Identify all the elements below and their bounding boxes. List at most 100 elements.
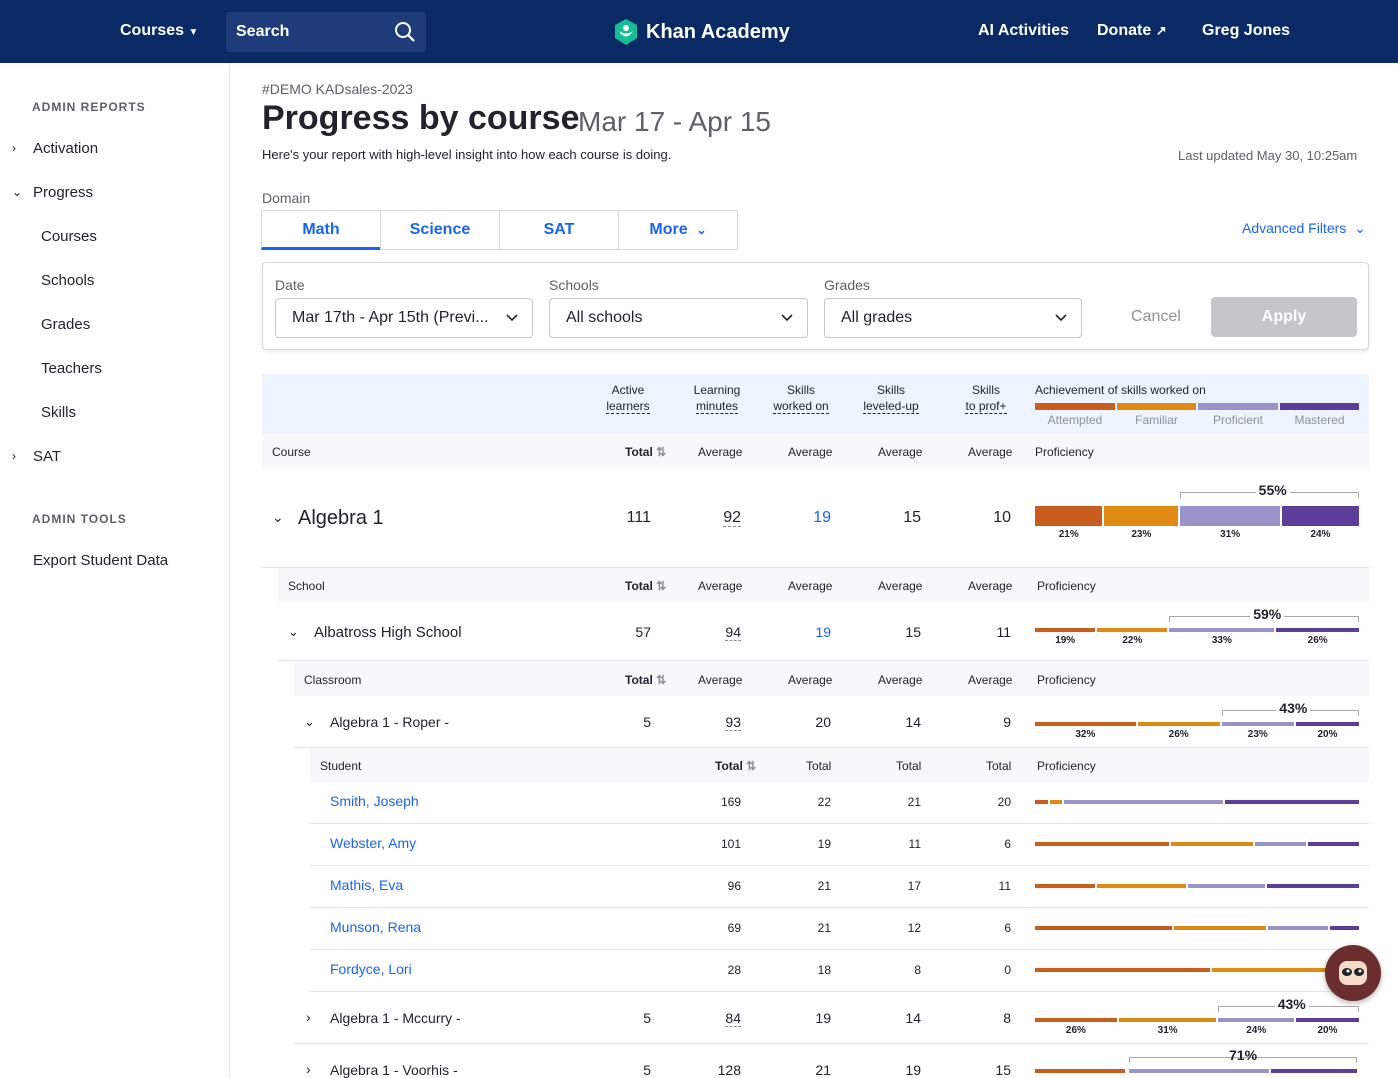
worked[interactable]: 19 <box>815 624 831 640</box>
student-total: 28 <box>727 963 741 977</box>
donate-label: Donate <box>1097 22 1152 39</box>
chevron-right-icon[interactable]: › <box>12 449 16 463</box>
divider <box>310 949 1369 950</box>
sort-total[interactable]: Total ⇅ <box>625 673 666 687</box>
col-prof-line2: to prof+ <box>965 399 1007 414</box>
search-input[interactable]: Search <box>226 12 426 52</box>
bar-familiar <box>1049 800 1063 804</box>
sidebar-item-courses[interactable]: Courses <box>41 228 97 245</box>
tab-sat[interactable]: SAT <box>499 210 619 250</box>
bar-attempted <box>1035 926 1172 930</box>
grades-select[interactable]: All grades <box>824 298 1082 338</box>
sidebar-item-grades[interactable]: Grades <box>41 316 91 333</box>
chevron-down-icon[interactable]: ⌄ <box>272 509 284 525</box>
user-menu[interactable]: Greg Jones <box>1202 22 1291 39</box>
avg-col: Average <box>698 579 743 593</box>
bar-attempted <box>1035 1069 1125 1073</box>
chevron-right-icon[interactable]: › <box>12 141 16 155</box>
col-active-line2: learners <box>606 399 650 414</box>
chevron-down-icon[interactable]: ⌄ <box>12 185 23 199</box>
bar-proficient <box>1180 506 1280 526</box>
ai-activities-link[interactable]: AI Activities <box>978 22 1069 39</box>
student-leveled: 17 <box>907 879 921 893</box>
percent-label-proficient: 31% <box>1220 529 1241 540</box>
student-worked: 22 <box>817 795 831 809</box>
student-name-link[interactable]: Munson, Rena <box>330 919 422 935</box>
sort-total[interactable]: Total ⇅ <box>625 445 666 459</box>
total-label: Total <box>625 445 653 459</box>
sidebar-item-teachers[interactable]: Teachers <box>41 360 102 377</box>
sidebar-item-schools[interactable]: Schools <box>41 272 95 289</box>
avg-col: Average <box>698 673 743 687</box>
student-col: Student <box>320 759 362 773</box>
apply-button[interactable]: Apply <box>1211 297 1357 337</box>
bar-mastered <box>1308 842 1359 846</box>
sort-total[interactable]: Total ⇅ <box>715 759 756 773</box>
chevron-down-icon[interactable]: ⌄ <box>288 624 299 639</box>
chat-assistant-button[interactable] <box>1325 945 1381 1001</box>
bar-familiar <box>1118 1018 1217 1022</box>
student-name-link[interactable]: Smith, Joseph <box>330 793 419 809</box>
legend-attempted: Attempted <box>1047 413 1103 427</box>
mastery-bracket <box>1129 1057 1357 1063</box>
tab-more[interactable]: More ⌄ <box>618 210 738 250</box>
mastery-percent: 55% <box>1255 482 1290 498</box>
main-content: #DEMO KADsales-2023 Progress by course M… <box>231 63 1398 1078</box>
learners: 57 <box>635 624 651 640</box>
sidebar-item-skills[interactable]: Skills <box>41 404 77 421</box>
learners: 111 <box>626 509 651 526</box>
sidebar-item-progress[interactable]: Progress <box>33 184 94 201</box>
bar-familiar <box>1170 842 1254 846</box>
courses-menu[interactable]: Courses ▼ <box>120 22 198 40</box>
sort-total[interactable]: Total ⇅ <box>625 579 666 593</box>
prof: 8 <box>1003 1010 1011 1026</box>
advanced-filters-button[interactable]: Advanced Filters ⌄ <box>1242 220 1366 237</box>
donate-link[interactable]: Donate ↗ <box>1097 22 1167 40</box>
leveled: 14 <box>905 714 921 730</box>
total-label: Total <box>625 579 653 593</box>
minutes-value: 93 <box>725 714 741 731</box>
worked[interactable]: 19 <box>813 509 831 526</box>
student-name-link[interactable]: Fordyce, Lori <box>330 961 412 977</box>
mastery-percent: 71% <box>1229 1047 1258 1063</box>
student-name-link[interactable]: Mathis, Eva <box>330 877 404 893</box>
chevron-down-icon[interactable]: ⌄ <box>304 714 315 729</box>
col-minutes-line2: minutes <box>695 399 739 414</box>
date-select[interactable]: Mar 17th - Apr 15th (Previ... <box>275 298 533 338</box>
bar-attempted <box>1035 628 1096 632</box>
proficiency-col: Proficiency <box>1037 759 1096 773</box>
proficiency-col: Proficiency <box>1037 673 1096 687</box>
bar-proficient <box>1218 1018 1295 1022</box>
percent-label-proficient: 23% <box>1247 729 1268 740</box>
bar-proficient <box>1064 800 1224 804</box>
chevron-right-icon[interactable]: › <box>306 1061 311 1077</box>
col-leveled-line2: leveled-up <box>863 399 919 414</box>
student-prof: 11 <box>998 879 1011 893</box>
sidebar-item-sat[interactable]: SAT <box>33 448 62 465</box>
sidebar-item-activation[interactable]: Activation <box>33 140 99 157</box>
prof: 10 <box>993 509 1011 526</box>
bar-mastered <box>1266 884 1359 888</box>
student-prof: 0 <box>1004 963 1011 977</box>
student-worked: 21 <box>817 879 831 893</box>
student-name-link[interactable]: Webster, Amy <box>330 835 417 851</box>
learners: 5 <box>643 1062 651 1078</box>
minutes: 128 <box>717 1062 741 1078</box>
tab-math[interactable]: Math <box>261 210 381 250</box>
sidebar: ADMIN REPORTS › Activation ⌄ Progress Co… <box>0 63 230 1078</box>
chevron-right-icon[interactable]: › <box>306 1009 311 1025</box>
schools-select[interactable]: All schools <box>549 298 808 338</box>
bar-proficient <box>1169 628 1275 632</box>
grades-select-value: All grades <box>841 309 913 326</box>
col-learning-minutes: Learning minutes <box>687 382 747 414</box>
col-active-learners: Active learners <box>602 382 654 414</box>
sidebar-item-export[interactable]: Export Student Data <box>33 552 169 569</box>
khan-academy-logo[interactable]: Khan Academy <box>612 18 790 46</box>
cancel-button[interactable]: Cancel <box>1131 308 1181 325</box>
bar-familiar <box>1137 722 1220 726</box>
legend-mastered: Mastered <box>1294 413 1345 427</box>
divider <box>310 907 1369 908</box>
student-worked: 19 <box>817 837 831 851</box>
bar-proficient <box>1267 926 1329 930</box>
tab-science[interactable]: Science <box>380 210 500 250</box>
